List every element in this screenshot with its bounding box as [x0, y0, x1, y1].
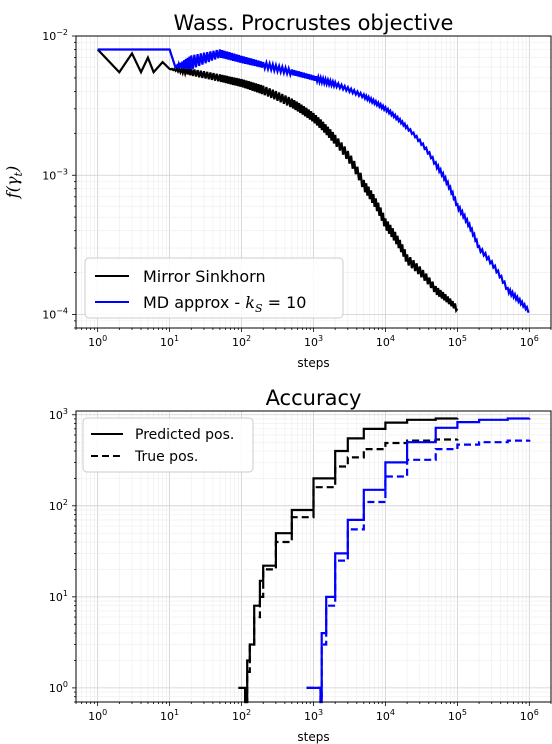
chart-objective: 100 101 102 103 104 105 106 10−4 10−3 10−2 Wass. … — [3, 11, 552, 370]
x-tick-label: 105 — [448, 334, 467, 349]
y-tick-label: 10−2 — [42, 28, 68, 43]
series-line-0 — [96, 48, 459, 314]
y-tick-label: 102 — [49, 498, 68, 513]
series-line-3 — [306, 439, 531, 704]
series-line-2 — [306, 417, 531, 704]
chart-accuracy: 100 101 102 103 104 105 106 100 101 102 103 Accura… — [49, 386, 552, 744]
legend-label: Mirror Sinkhorn — [143, 267, 266, 286]
series-line-0 — [238, 417, 459, 704]
x-tick-label: 104 — [376, 708, 395, 723]
legend: Predicted pos. True pos. — [82, 417, 254, 473]
x-tick-label: 103 — [304, 708, 323, 723]
y-tick-label: 100 — [49, 680, 68, 695]
chart-title: Wass. Procrustes objective — [174, 11, 454, 35]
x-tick-label: 106 — [520, 708, 539, 723]
series-line-1 — [97, 48, 530, 313]
x-tick-label: 100 — [88, 334, 107, 349]
legend-box — [82, 417, 254, 473]
x-axis-label: steps — [297, 356, 329, 370]
x-tick-label: 103 — [304, 334, 323, 349]
legend-box — [84, 257, 344, 319]
legend-label: True pos. — [134, 449, 198, 465]
x-tick-label: 100 — [88, 708, 107, 723]
x-tick-label: 106 — [520, 334, 539, 349]
y-tick-label: 10−3 — [42, 167, 68, 182]
x-tick-label: 101 — [160, 334, 179, 349]
legend: Mirror Sinkhorn MD approx - kS = 10 — [84, 257, 344, 319]
y-tick-label: 10−4 — [42, 307, 68, 322]
chart-title: Accuracy — [266, 386, 362, 410]
x-axis-label: steps — [297, 730, 329, 744]
x-tick-label: 102 — [232, 334, 251, 349]
y-tick-label: 103 — [49, 407, 68, 422]
y-tick-label: 101 — [49, 589, 68, 604]
x-tick-label: 105 — [448, 708, 467, 723]
y-axis-label: f(γt) — [3, 166, 25, 199]
legend-label: Predicted pos. — [135, 427, 234, 443]
legend-label: MD approx - kS = 10 — [143, 293, 306, 315]
x-tick-label: 102 — [232, 708, 251, 723]
x-tick-label: 101 — [160, 708, 179, 723]
x-tick-label: 104 — [376, 334, 395, 349]
